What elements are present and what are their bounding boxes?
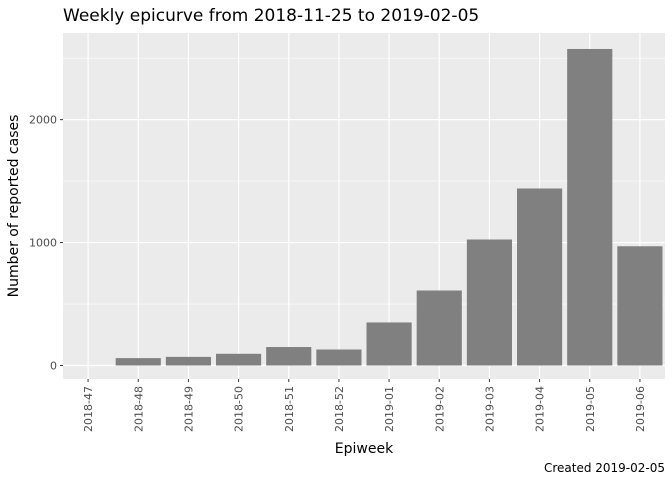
minor-gridlines bbox=[63, 57, 665, 305]
bar-2019-04 bbox=[517, 188, 563, 366]
x-tick-label: 2019-04 bbox=[534, 386, 547, 432]
x-axis-title: Epiweek bbox=[335, 441, 394, 457]
x-tick-label: 2018-49 bbox=[182, 386, 195, 432]
y-tick-label: 1000 bbox=[29, 237, 57, 250]
x-tick-label: 2018-47 bbox=[82, 386, 95, 432]
y-tick-label: 0 bbox=[50, 359, 57, 372]
y-axis-title: Number of reported cases bbox=[6, 115, 22, 298]
x-tick-label: 2018-51 bbox=[283, 386, 296, 432]
bars bbox=[115, 48, 663, 366]
x-tick-label: 2018-52 bbox=[333, 386, 346, 432]
bar-2019-03 bbox=[466, 239, 512, 366]
major-gridlines bbox=[63, 33, 665, 379]
plot-panel bbox=[63, 33, 665, 379]
x-tick-label: 2019-02 bbox=[433, 386, 446, 432]
x-axis: 2018-47 2018-48 2018-49 2018-50 2018-51 2018-… bbox=[82, 379, 647, 432]
bar-2019-02 bbox=[416, 290, 462, 366]
x-tick-label: 2018-50 bbox=[233, 386, 246, 432]
x-tick-label: 2019-06 bbox=[634, 386, 647, 432]
bar-2018-48 bbox=[115, 358, 161, 366]
x-tick-label: 2018-48 bbox=[132, 386, 145, 432]
bar-2019-01 bbox=[366, 322, 412, 366]
bar-2019-06 bbox=[617, 246, 663, 366]
bar-2018-52 bbox=[316, 349, 362, 366]
chart-title: Weekly epicurve from 2018-11-25 to 2019-… bbox=[63, 6, 479, 26]
bar-2019-05 bbox=[567, 48, 613, 366]
x-tick-label: 2019-01 bbox=[383, 386, 396, 432]
y-axis: 0 1000 2000 bbox=[29, 114, 63, 372]
y-tick-label: 2000 bbox=[29, 114, 57, 127]
chart-caption: Created 2019-02-05 bbox=[544, 461, 665, 475]
bar-2018-50 bbox=[216, 353, 262, 366]
x-tick-label: 2019-03 bbox=[483, 386, 496, 432]
bar-2018-51 bbox=[266, 347, 312, 366]
x-tick-label: 2019-05 bbox=[584, 386, 597, 432]
bar-2018-49 bbox=[165, 356, 211, 366]
